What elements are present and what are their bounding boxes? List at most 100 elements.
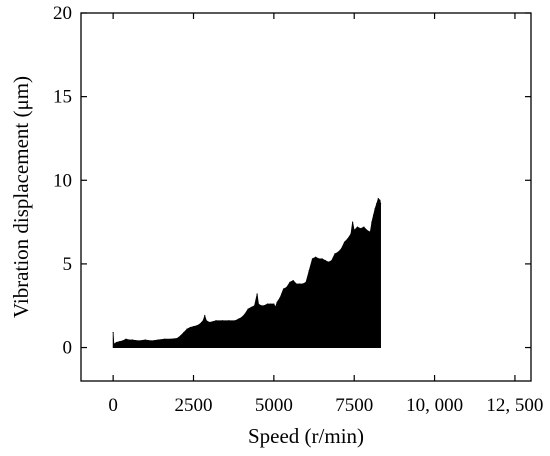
data-point [151, 340, 153, 342]
data-point [228, 320, 230, 322]
data-point [196, 325, 198, 327]
data-point [360, 228, 362, 230]
data-point [208, 321, 211, 324]
data-point [366, 229, 368, 232]
data-point [205, 320, 207, 322]
data-point [118, 341, 121, 343]
data-point [318, 258, 320, 260]
data-point [202, 320, 204, 322]
data-point [274, 306, 277, 308]
data-point [257, 303, 260, 305]
data-point [337, 251, 339, 253]
data-point [192, 326, 195, 328]
data-point [253, 305, 256, 307]
x-tick-label: 2500 [175, 395, 213, 416]
data-point [282, 288, 285, 290]
data-point [270, 303, 272, 305]
data-point [347, 238, 349, 240]
y-tick-label: 5 [63, 254, 73, 275]
data-point [138, 340, 140, 342]
data-point [295, 283, 297, 285]
x-tick-label: 0 [108, 395, 118, 416]
data-point [234, 320, 236, 322]
data-point [170, 338, 172, 340]
x-tick-label: 12, 500 [486, 395, 543, 416]
data-point [247, 308, 249, 310]
data-point [256, 293, 258, 295]
y-tick-label: 15 [53, 87, 72, 108]
data-point [215, 320, 217, 322]
data-point [176, 337, 179, 339]
data-point [289, 281, 291, 283]
data-point [266, 303, 269, 305]
data-point [331, 259, 333, 262]
data-point [324, 259, 326, 262]
x-tick-label: 10, 000 [406, 395, 463, 416]
data-point [298, 283, 301, 285]
data-point [292, 280, 294, 282]
data-point [353, 229, 355, 232]
data-point [374, 208, 376, 210]
data-point [377, 198, 379, 200]
data-point [363, 226, 365, 228]
data-point [343, 241, 346, 243]
data-point [199, 323, 201, 325]
x-tick-label: 5000 [255, 395, 293, 416]
data-point [273, 303, 275, 305]
data-point [263, 305, 265, 307]
data-point [113, 342, 115, 344]
data-point [128, 339, 130, 341]
data-point [189, 326, 191, 329]
data-point [113, 343, 116, 345]
data-point [315, 256, 317, 258]
data-point [352, 221, 354, 223]
data-point [379, 203, 382, 205]
data-point [327, 261, 330, 263]
data-point [286, 286, 288, 288]
data-point [321, 258, 323, 260]
data-point [200, 321, 203, 324]
data-point [376, 203, 378, 205]
data-point [157, 339, 159, 341]
data-marks [112, 197, 382, 348]
data-point [180, 335, 182, 337]
data-point [221, 320, 224, 322]
x-tick-label: 7500 [335, 395, 373, 416]
y-tick-label: 20 [53, 3, 72, 24]
y-axis-label: Vibration displacement (μm) [9, 76, 33, 318]
data-point [250, 306, 252, 308]
data-point [369, 231, 371, 233]
data-point [244, 313, 246, 315]
data-point [379, 199, 381, 201]
data-point [371, 221, 373, 223]
data-point [183, 331, 185, 334]
data-point [334, 253, 336, 255]
data-point [144, 339, 146, 341]
data-point [311, 258, 314, 260]
ticks [81, 12, 531, 381]
data-point [260, 305, 262, 307]
tick-labels: 0 5 10 15 20 0 2500 5000 7500 10, 000 12, 500 [53, 3, 543, 416]
data-point [204, 315, 206, 317]
data-point [340, 248, 342, 250]
data-point [302, 283, 304, 285]
data-point [279, 296, 281, 298]
data-point [122, 340, 124, 342]
data-point [308, 270, 310, 272]
x-axis-label: Speed (r/min) [248, 424, 364, 448]
data-point [372, 214, 375, 216]
y-tick-label: 10 [53, 170, 72, 191]
data-point [163, 338, 166, 340]
data-point [237, 318, 240, 320]
data-point [350, 233, 352, 235]
data-point [305, 281, 307, 283]
data-point [186, 328, 188, 330]
data-point [276, 301, 278, 303]
y-tick-label: 0 [63, 338, 73, 359]
data-point [356, 226, 359, 228]
data-point [131, 339, 134, 341]
data-point [241, 316, 243, 319]
data-point [115, 341, 117, 344]
data-point [125, 338, 127, 340]
